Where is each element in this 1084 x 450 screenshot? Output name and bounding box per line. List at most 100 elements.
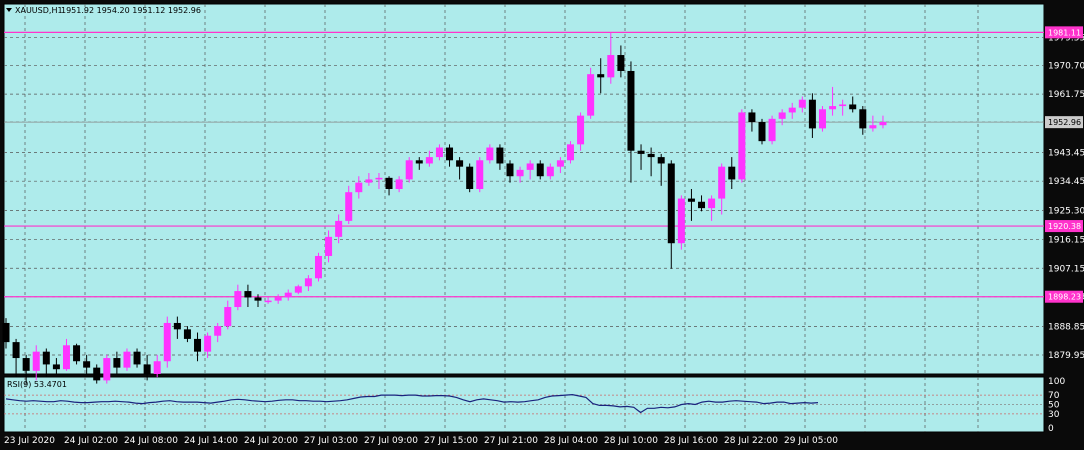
horizontal-levels (4, 31, 1044, 298)
candle (728, 157, 736, 189)
candle-body (829, 106, 837, 110)
candle (466, 163, 474, 193)
candle-body (577, 115, 585, 145)
rsi-label: RSI(9) 53.4701 (7, 380, 67, 389)
level-price-tag (1045, 290, 1083, 303)
candle (183, 326, 191, 343)
candle-body (365, 179, 373, 183)
candle (254, 294, 262, 308)
candle-body (254, 297, 262, 301)
candle-body (395, 179, 403, 189)
candle-body (12, 342, 20, 359)
candle (234, 284, 242, 311)
candle-body (798, 99, 806, 108)
candle (718, 163, 726, 215)
candle (345, 185, 353, 225)
time-tick-label: 27 Jul 21:00 (484, 436, 538, 446)
time-tick-label: 27 Jul 09:00 (364, 436, 418, 446)
candle (667, 160, 675, 269)
candle-body (345, 192, 353, 221)
candle (456, 157, 464, 180)
time-tick-label: 28 Jul 04:00 (544, 436, 598, 446)
candle-body (435, 147, 443, 158)
candle-body (486, 147, 494, 161)
candle (93, 364, 101, 384)
candle (808, 93, 816, 138)
candle-body (73, 345, 81, 362)
candle-body (708, 198, 716, 209)
candle (446, 144, 454, 167)
candle-body (183, 329, 191, 339)
candle (536, 160, 544, 180)
candle (496, 144, 504, 170)
candle (435, 144, 443, 161)
price-tick-label: 1888.85 (1048, 323, 1084, 333)
candle (768, 115, 776, 145)
candle-body (113, 358, 121, 368)
candle-body (597, 74, 605, 78)
candle-body (738, 112, 746, 180)
dropdown-triangle-icon[interactable] (6, 8, 12, 12)
candle-body (83, 361, 91, 368)
level-price-tag (1045, 220, 1083, 233)
price-axis-area[interactable] (1044, 4, 1084, 374)
price-plot-area[interactable] (3, 3, 1045, 375)
current-price-tag (1045, 116, 1083, 129)
candle (153, 354, 161, 378)
candle-body (667, 163, 675, 244)
candle-body (214, 326, 222, 336)
candle-body (103, 358, 111, 381)
candle (12, 338, 20, 378)
grid-lines (4, 4, 1044, 432)
candle-body (415, 160, 423, 164)
candle (42, 348, 50, 378)
candle-body (93, 367, 101, 381)
candle-body (194, 338, 202, 352)
candle-body (496, 147, 504, 164)
candle (22, 354, 30, 384)
candle (204, 332, 212, 359)
candle (73, 343, 81, 365)
candle-body (466, 166, 474, 189)
candle (264, 297, 272, 304)
candle (405, 157, 413, 183)
candle (587, 67, 595, 119)
candle (778, 109, 786, 126)
candle (526, 160, 534, 180)
candle (637, 144, 645, 170)
candle-body (244, 291, 252, 298)
candle-body (375, 177, 383, 180)
time-tick-label: 24 Jul 08:00 (124, 436, 178, 446)
candle (566, 141, 574, 164)
time-tick-label: 27 Jul 03:00 (304, 436, 358, 446)
candle-body (758, 122, 766, 142)
candle-body (405, 160, 413, 180)
candle (818, 106, 826, 132)
candle-body (516, 169, 524, 177)
current-price-label: 1952.96 (1048, 118, 1081, 127)
candle (577, 112, 585, 151)
price-axis: 1979.551970.701961.751952.961943.451934.… (1045, 26, 1084, 361)
price-tick-label: 1925.30 (1048, 206, 1084, 216)
symbol-header: XAUUSD,H1 1951.92 1954.20 1951.12 1952.9… (6, 6, 201, 15)
candle (506, 160, 514, 183)
candle (708, 195, 716, 221)
candle (284, 289, 292, 301)
price-tick-label: 1961.75 (1048, 90, 1084, 100)
candle (133, 348, 141, 368)
candle-body (284, 292, 292, 298)
candle (617, 45, 625, 78)
candle-body (778, 112, 786, 119)
candle (335, 214, 343, 244)
candle (647, 147, 655, 177)
candle (304, 275, 312, 292)
time-tick-label: 23 Jul 2020 (4, 436, 55, 446)
candle-body (587, 74, 595, 116)
candle-body (304, 278, 312, 287)
candle-body (224, 307, 232, 327)
candle (52, 358, 60, 374)
candle-body (62, 345, 70, 370)
candle-body (647, 153, 655, 158)
